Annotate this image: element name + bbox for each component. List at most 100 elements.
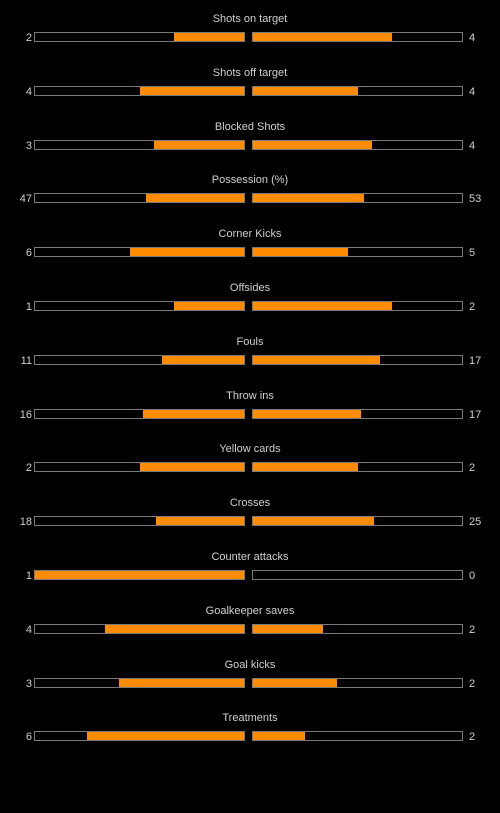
home-bar-fill [142,409,244,418]
stat-label: Shots off target [212,66,288,79]
home-bar-fill [154,140,244,149]
home-bar-fill [161,355,244,364]
home-bar [34,247,245,258]
stat-label: Throw ins [226,389,274,402]
home-value: 2 [25,32,32,44]
home-value: 1 [25,570,32,582]
away-bar-fill [253,624,323,633]
away-bar [252,193,463,204]
home-bar [34,570,245,580]
stat-label: Crosses [229,497,271,510]
away-bar-fill [253,409,361,418]
home-bar [34,139,245,150]
home-value: 2 [25,462,32,475]
home-value: 1 [25,301,32,313]
away-bar [252,85,463,96]
away-value: 4 [469,139,476,152]
stat-label: Yellow cards [219,443,281,456]
stat-row: Shots off target 4 4 [0,66,500,106]
away-value: 25 [469,516,482,529]
away-value: 2 [469,677,476,690]
stat-row: Offsides 1 2 [0,281,500,321]
away-bar [252,301,463,311]
stat-row: Blocked Shots 3 4 [0,120,500,160]
stat-row: Goal kicks 3 2 [0,658,500,698]
home-bar-fill [156,517,244,526]
stat-row: Fouls 11 17 [0,335,500,375]
away-bar-fill [253,517,375,526]
home-bar-fill [35,571,244,579]
home-bar [34,32,245,42]
away-bar-fill [253,194,364,203]
home-bar [34,462,245,473]
away-value: 0 [469,570,476,582]
home-bar [34,623,245,634]
away-bar-fill [253,86,358,95]
away-value: 2 [469,623,476,636]
stat-label: Treatments [222,712,278,725]
away-bar [252,516,463,527]
away-bar-fill [253,248,349,257]
home-bar-fill [174,33,244,41]
stat-label: Corner Kicks [218,228,282,241]
away-value: 4 [469,85,476,98]
home-bar [34,408,245,419]
home-bar-fill [104,624,244,633]
away-value: 2 [469,462,476,475]
home-bar-fill [139,86,244,95]
home-value: 3 [25,139,32,152]
home-value: 4 [25,85,32,98]
away-value: 4 [469,32,476,44]
home-bar [34,301,245,311]
away-bar-fill [253,732,306,741]
away-bar [252,731,463,742]
stat-row: Yellow cards 2 2 [0,442,500,482]
away-bar [252,677,463,688]
away-bar [252,139,463,150]
away-bar [252,247,463,258]
home-value: 47 [19,193,32,206]
home-value: 3 [25,677,32,690]
home-bar [34,193,245,204]
home-bar [34,85,245,96]
home-value: 18 [19,516,32,529]
away-bar-fill [253,678,337,687]
home-bar-fill [145,194,244,203]
home-bar-fill [174,302,244,310]
away-bar-fill [253,33,393,41]
away-value: 53 [469,193,482,206]
home-bar-fill [87,732,244,741]
home-bar [34,677,245,688]
stat-row: Corner Kicks 6 5 [0,227,500,267]
away-bar [252,570,463,580]
home-value: 6 [25,731,32,744]
home-bar-fill [118,678,244,687]
stat-label: Blocked Shots [214,120,286,133]
stat-label: Fouls [236,335,264,348]
away-bar-fill [253,355,380,364]
away-bar [252,32,463,42]
away-bar-fill [253,140,373,149]
away-value: 17 [469,354,482,367]
stat-row: Possession (%) 47 53 [0,173,500,213]
away-bar [252,408,463,419]
home-bar-fill [130,248,244,257]
away-bar-fill [253,463,358,472]
stat-row: Crosses 18 25 [0,496,500,536]
away-value: 17 [469,408,482,421]
away-bar [252,623,463,634]
stat-row: Treatments 6 2 [0,711,500,751]
stat-row: Counter attacks 1 0 [0,550,500,590]
home-bar [34,516,245,527]
stat-label: Goal kicks [224,658,276,671]
away-bar [252,354,463,365]
home-value: 16 [19,408,32,421]
stat-label: Shots on target [212,13,288,25]
away-bar-fill [253,302,393,310]
away-bar [252,462,463,473]
stat-label: Goalkeeper saves [205,604,295,617]
stat-label: Possession (%) [211,174,289,187]
home-value: 6 [25,247,32,260]
stat-row: Shots on target 2 4 [0,12,500,52]
home-value: 4 [25,623,32,636]
